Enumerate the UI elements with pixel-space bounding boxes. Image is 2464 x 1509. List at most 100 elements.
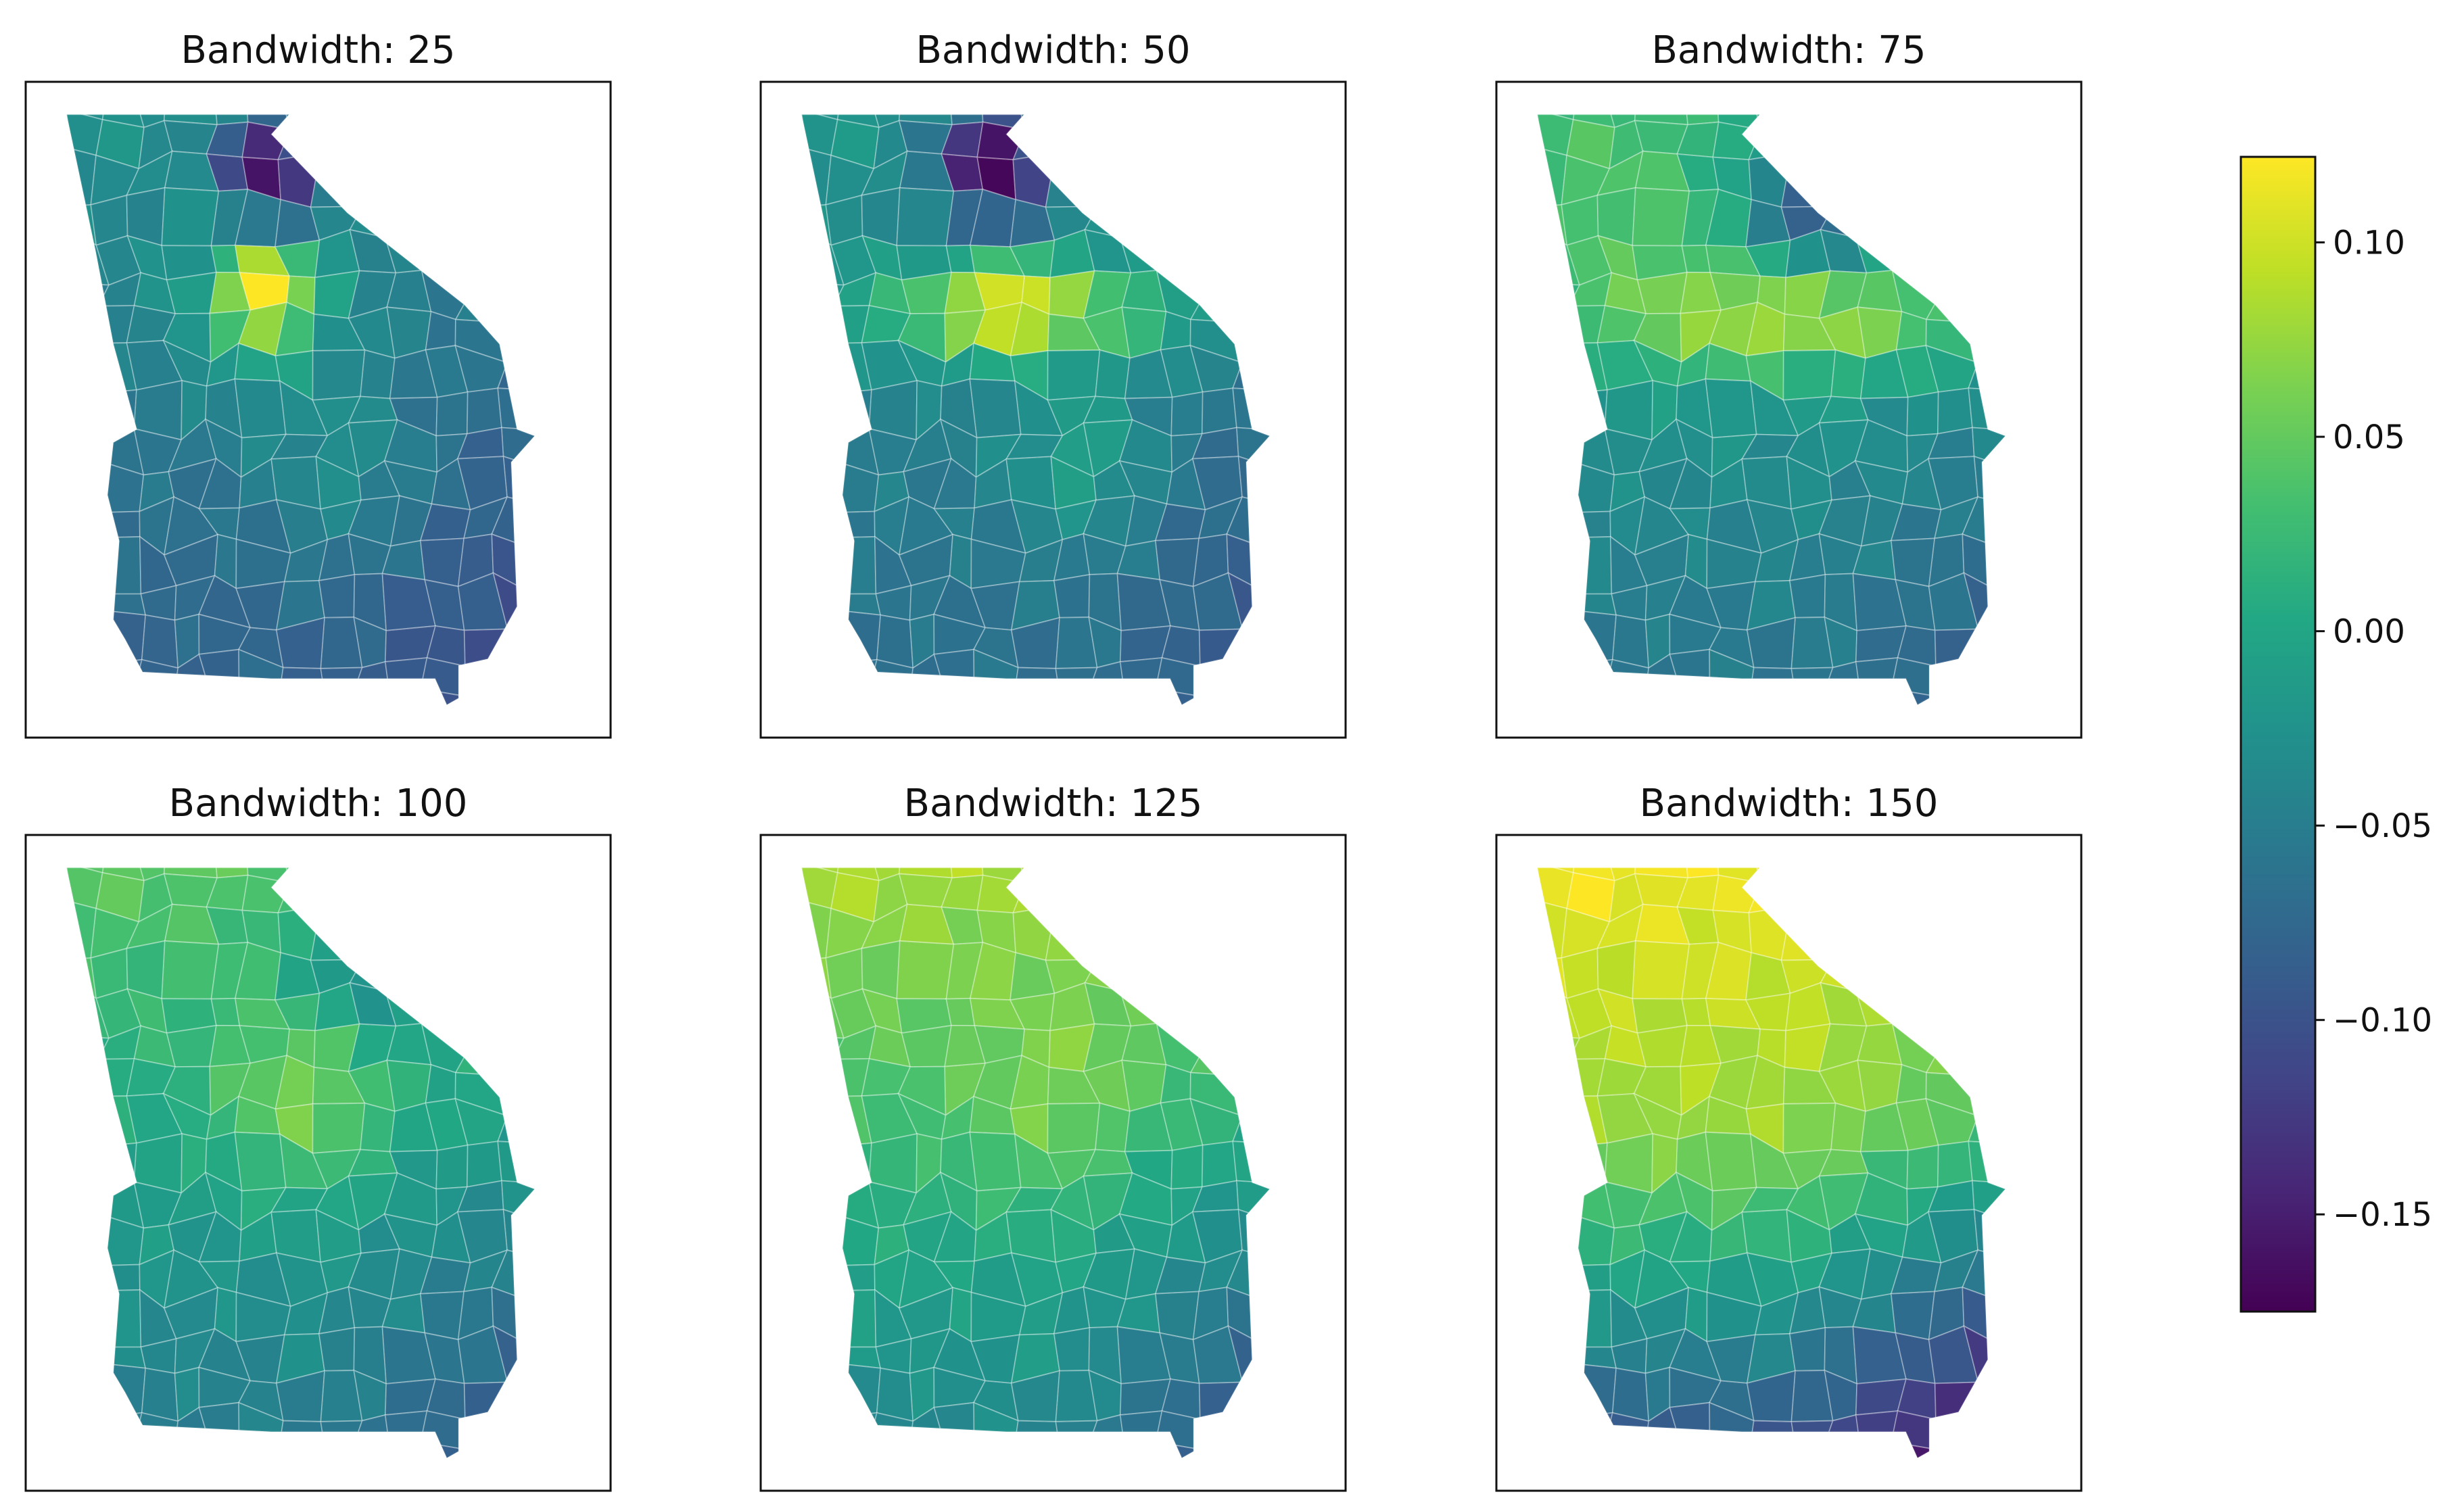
county-cell <box>575 871 611 909</box>
county-cell <box>801 1132 842 1195</box>
county-cell <box>238 689 284 705</box>
county-cell <box>1999 301 2006 363</box>
county-cell <box>66 1260 107 1309</box>
county-cell <box>801 506 842 556</box>
county-cell <box>1537 506 1578 556</box>
county-cell <box>1906 391 1939 437</box>
county-cell <box>66 114 68 126</box>
county-cell <box>1896 867 1945 876</box>
county-cell <box>1012 867 1060 884</box>
county-cell <box>801 867 807 906</box>
county-cell <box>66 652 71 701</box>
county-cell <box>506 1070 535 1117</box>
county-cell <box>1832 157 1871 208</box>
county-cell <box>1227 1407 1270 1456</box>
county-cell <box>761 694 800 738</box>
georgia-choropleth <box>1536 114 2081 706</box>
county-cell <box>1264 944 1270 1000</box>
county-cell <box>1962 1450 2006 1458</box>
county-cell <box>1938 977 1975 1040</box>
county-cell <box>840 658 878 702</box>
map-panel: Bandwidth: 150 <box>1495 782 2083 1492</box>
county-cell <box>2046 394 2081 433</box>
county-cell <box>578 1326 611 1380</box>
county-cell <box>502 266 535 324</box>
county-cell <box>876 1367 914 1422</box>
county-cell <box>835 1289 877 1348</box>
county-cell <box>128 700 174 705</box>
county-cell <box>1198 1448 1229 1458</box>
county-cell <box>1748 114 1795 131</box>
county-cell <box>1975 114 2006 158</box>
county-cell <box>1049 114 1097 118</box>
county-cell <box>1780 905 1834 961</box>
county-cell <box>1537 1132 1578 1195</box>
county-cell <box>578 617 611 667</box>
county-cell <box>1308 550 1346 589</box>
county-cell <box>801 579 841 633</box>
county-cell <box>1094 114 1129 118</box>
county-cell <box>2050 1177 2081 1217</box>
county-cell <box>2047 266 2081 319</box>
county-cell <box>2046 871 2081 909</box>
county-cell <box>1999 504 2006 553</box>
map-panel: Bandwidth: 125 <box>759 782 1347 1492</box>
county-cell <box>1188 938 1237 995</box>
county-cell <box>359 1102 396 1153</box>
county-cell <box>1227 1450 1270 1458</box>
county-cell <box>491 938 535 1001</box>
county-cell <box>506 316 535 364</box>
county-cell <box>1999 944 2006 1000</box>
county-cell <box>2037 951 2081 999</box>
county-cell <box>504 867 534 884</box>
county-cell <box>2037 656 2081 706</box>
county-cell <box>761 1447 800 1491</box>
county-cell <box>1119 944 1169 997</box>
county-cell <box>1571 593 1617 616</box>
county-cell <box>1634 114 1689 126</box>
county-cell <box>66 506 72 555</box>
county-cell <box>1264 342 1270 397</box>
county-cell <box>575 1147 611 1187</box>
county-cell <box>1859 688 1907 705</box>
county-cell <box>1831 868 1870 916</box>
county-cell <box>463 695 494 705</box>
county-cell <box>1683 867 1720 879</box>
county-cell <box>1118 114 1168 117</box>
county-cell <box>66 1132 107 1195</box>
county-cell <box>1537 1333 1577 1386</box>
county-cell <box>529 191 535 247</box>
county-cell <box>1962 938 2006 1001</box>
county-cell <box>573 1303 611 1342</box>
county-cell <box>1308 1303 1346 1342</box>
county-cell <box>383 867 433 870</box>
county-cell <box>1890 688 1940 705</box>
county-cell <box>566 1409 611 1460</box>
county-cell <box>1012 116 1056 161</box>
county-cell <box>1314 1212 1346 1268</box>
state-outline <box>1536 114 2007 706</box>
county-cell <box>1095 115 1135 163</box>
county-cell <box>1263 239 1270 269</box>
county-cell <box>352 690 392 705</box>
county-cell <box>66 148 72 208</box>
county-cell <box>1263 992 1270 1022</box>
county-cell <box>1896 867 1945 917</box>
county-cell <box>1313 1370 1346 1420</box>
county-cell <box>383 114 433 117</box>
county-cell <box>1672 689 1719 705</box>
county-cell <box>466 114 508 130</box>
county-cell <box>1924 185 1972 242</box>
county-cell <box>2008 1370 2049 1420</box>
county-cell <box>500 977 535 1038</box>
county-cell <box>1537 1333 1538 1385</box>
county-cell <box>1970 977 2006 1038</box>
county-cell <box>1537 1106 1539 1147</box>
county-cell <box>1261 1324 1270 1387</box>
county-cell <box>1830 1102 1866 1153</box>
county-cell <box>1263 504 1270 553</box>
county-cell <box>801 947 806 984</box>
county-cell <box>801 459 807 512</box>
county-cell <box>834 510 876 539</box>
county-cell <box>99 1264 141 1292</box>
